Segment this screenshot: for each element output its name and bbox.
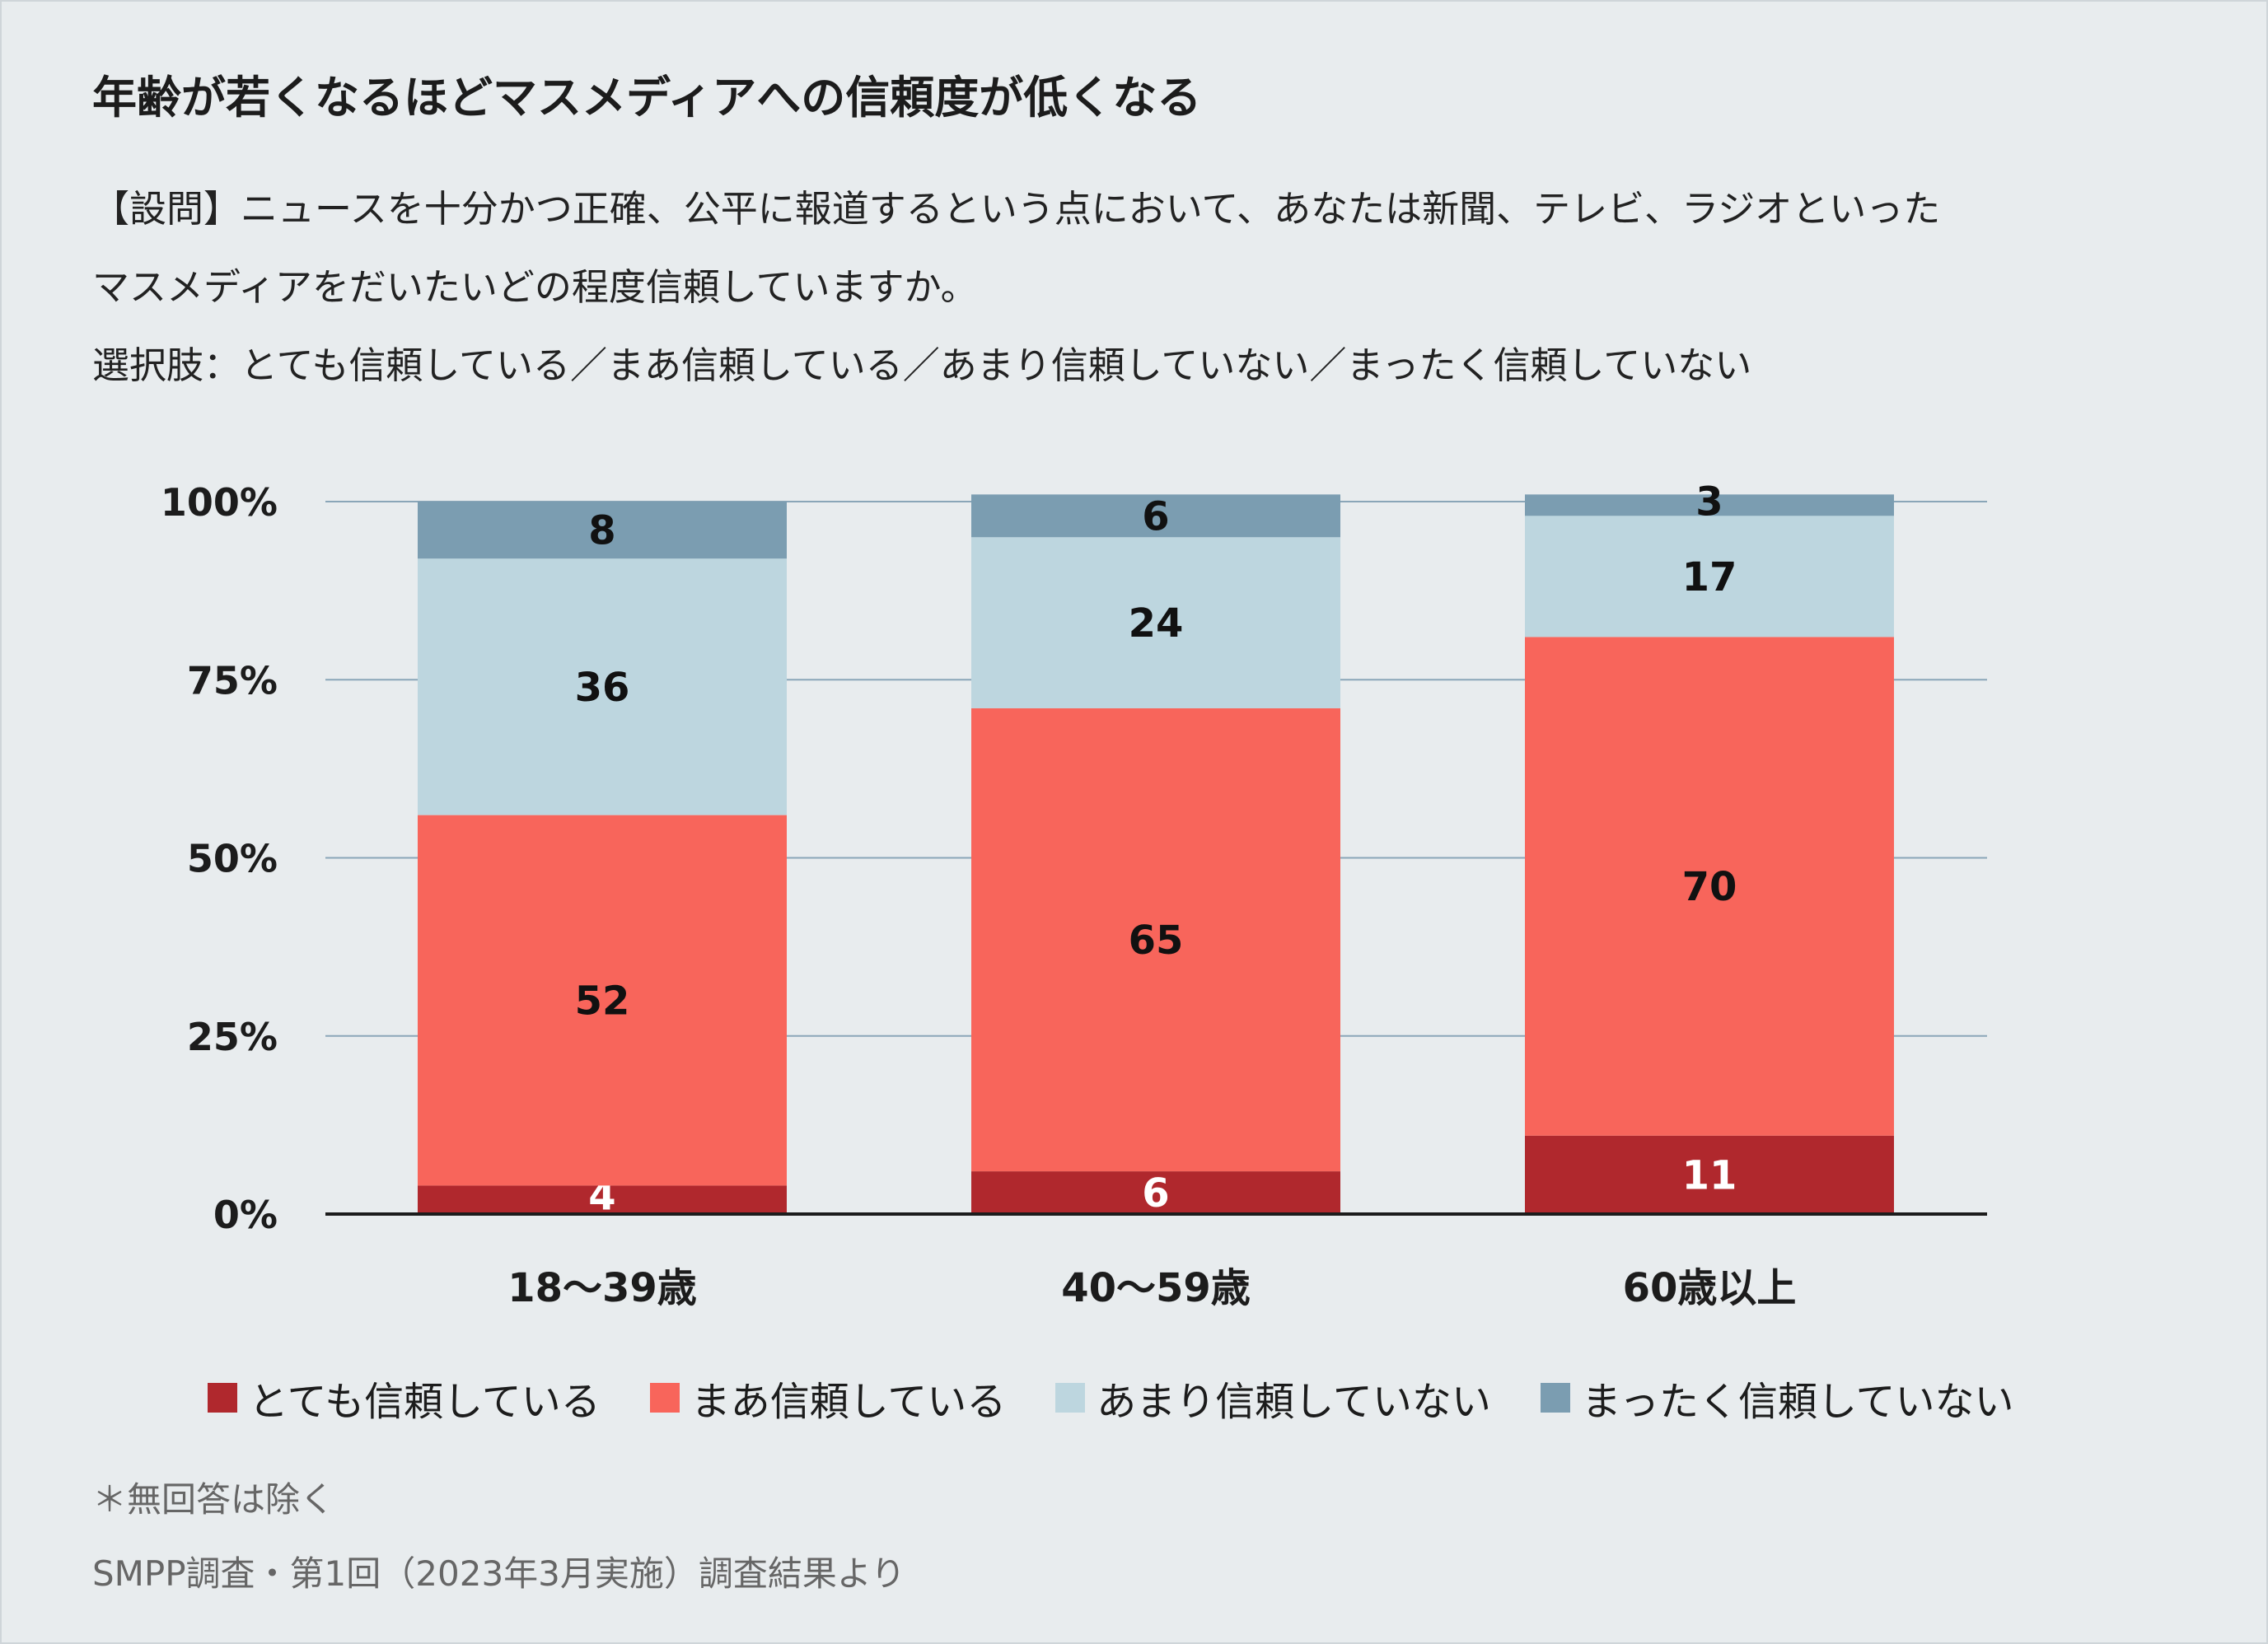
y-tick-label: 75% [187,658,278,703]
data-label: 6 [1142,493,1169,539]
legend-item: まったく信頼していない [1540,1369,2014,1427]
legend-label: とても信頼している [249,1379,601,1425]
bar-segment [971,1171,1340,1214]
legend-item: あまり信頼していない [1055,1369,1491,1427]
legend-swatch [1540,1383,1570,1413]
legend-swatch [649,1383,680,1413]
data-label: 70 [1682,864,1737,910]
legend-label: あまり信頼していない [1097,1379,1491,1425]
bar-segment [1525,516,1894,638]
data-label: 36 [575,665,630,711]
legend: とても信頼している まあ信頼している あまり信頼していない まったく信頼していない [208,1369,2014,1427]
bar-segment [418,558,787,815]
data-label: 8 [588,508,615,554]
y-tick-label: 100% [161,480,278,525]
chart-title: 年齢が若くなるほどマスメディアへの信頼度が低くなる [92,72,1202,124]
bar-segment [971,708,1340,1172]
data-label: 3 [1695,479,1723,525]
source-note: SMPP調査・第1回（2023年3月実施）調査結果より [92,1553,906,1594]
data-label: 52 [575,978,630,1025]
legend-label: まったく信頼していない [1581,1379,2014,1425]
legend-swatch [208,1383,237,1413]
legend-item: まあ信頼している [649,1369,1007,1427]
y-tick-label: 25% [187,1015,278,1059]
data-label: 24 [1129,600,1184,647]
bar-segment [418,815,787,1186]
bar-segment [418,1185,787,1214]
y-tick-label: 0% [213,1193,278,1237]
bar-segment [971,537,1340,708]
data-label: 6 [1142,1170,1169,1217]
stacked-bar-chart: 0%25%50%75%100%45236818〜39歳66524640〜59歳1… [161,479,1987,1311]
data-label: 17 [1682,554,1737,600]
bar-segment [1525,637,1894,1136]
bar-segment [1525,494,1894,516]
answer-choices-text: 選択肢：とても信頼している／まあ信頼している／あまり信頼していない／まったく信頼… [92,343,1752,387]
bar-segment [971,494,1340,538]
bar-segment [418,502,787,559]
y-tick-label: 50% [187,837,278,881]
x-tick-label: 18〜39歳 [507,1265,697,1311]
x-tick-label: 40〜59歳 [1061,1265,1251,1311]
exclusion-note: ＊無回答は除く [92,1479,335,1520]
question-text-line1: 【設問】ニュースを十分かつ正確、公平に報道するという点において、あなたは新聞、テ… [92,187,1941,231]
data-label: 65 [1129,918,1184,964]
x-tick-label: 60歳以上 [1623,1265,1797,1311]
legend-label: まあ信頼している [690,1379,1007,1425]
question-text-line2: マスメディアをだいたいどの程度信頼していますか。 [92,265,978,309]
bar-segment [1525,1135,1894,1214]
data-label: 11 [1682,1152,1737,1198]
legend-swatch [1055,1383,1086,1413]
legend-item: とても信頼している [208,1369,601,1427]
